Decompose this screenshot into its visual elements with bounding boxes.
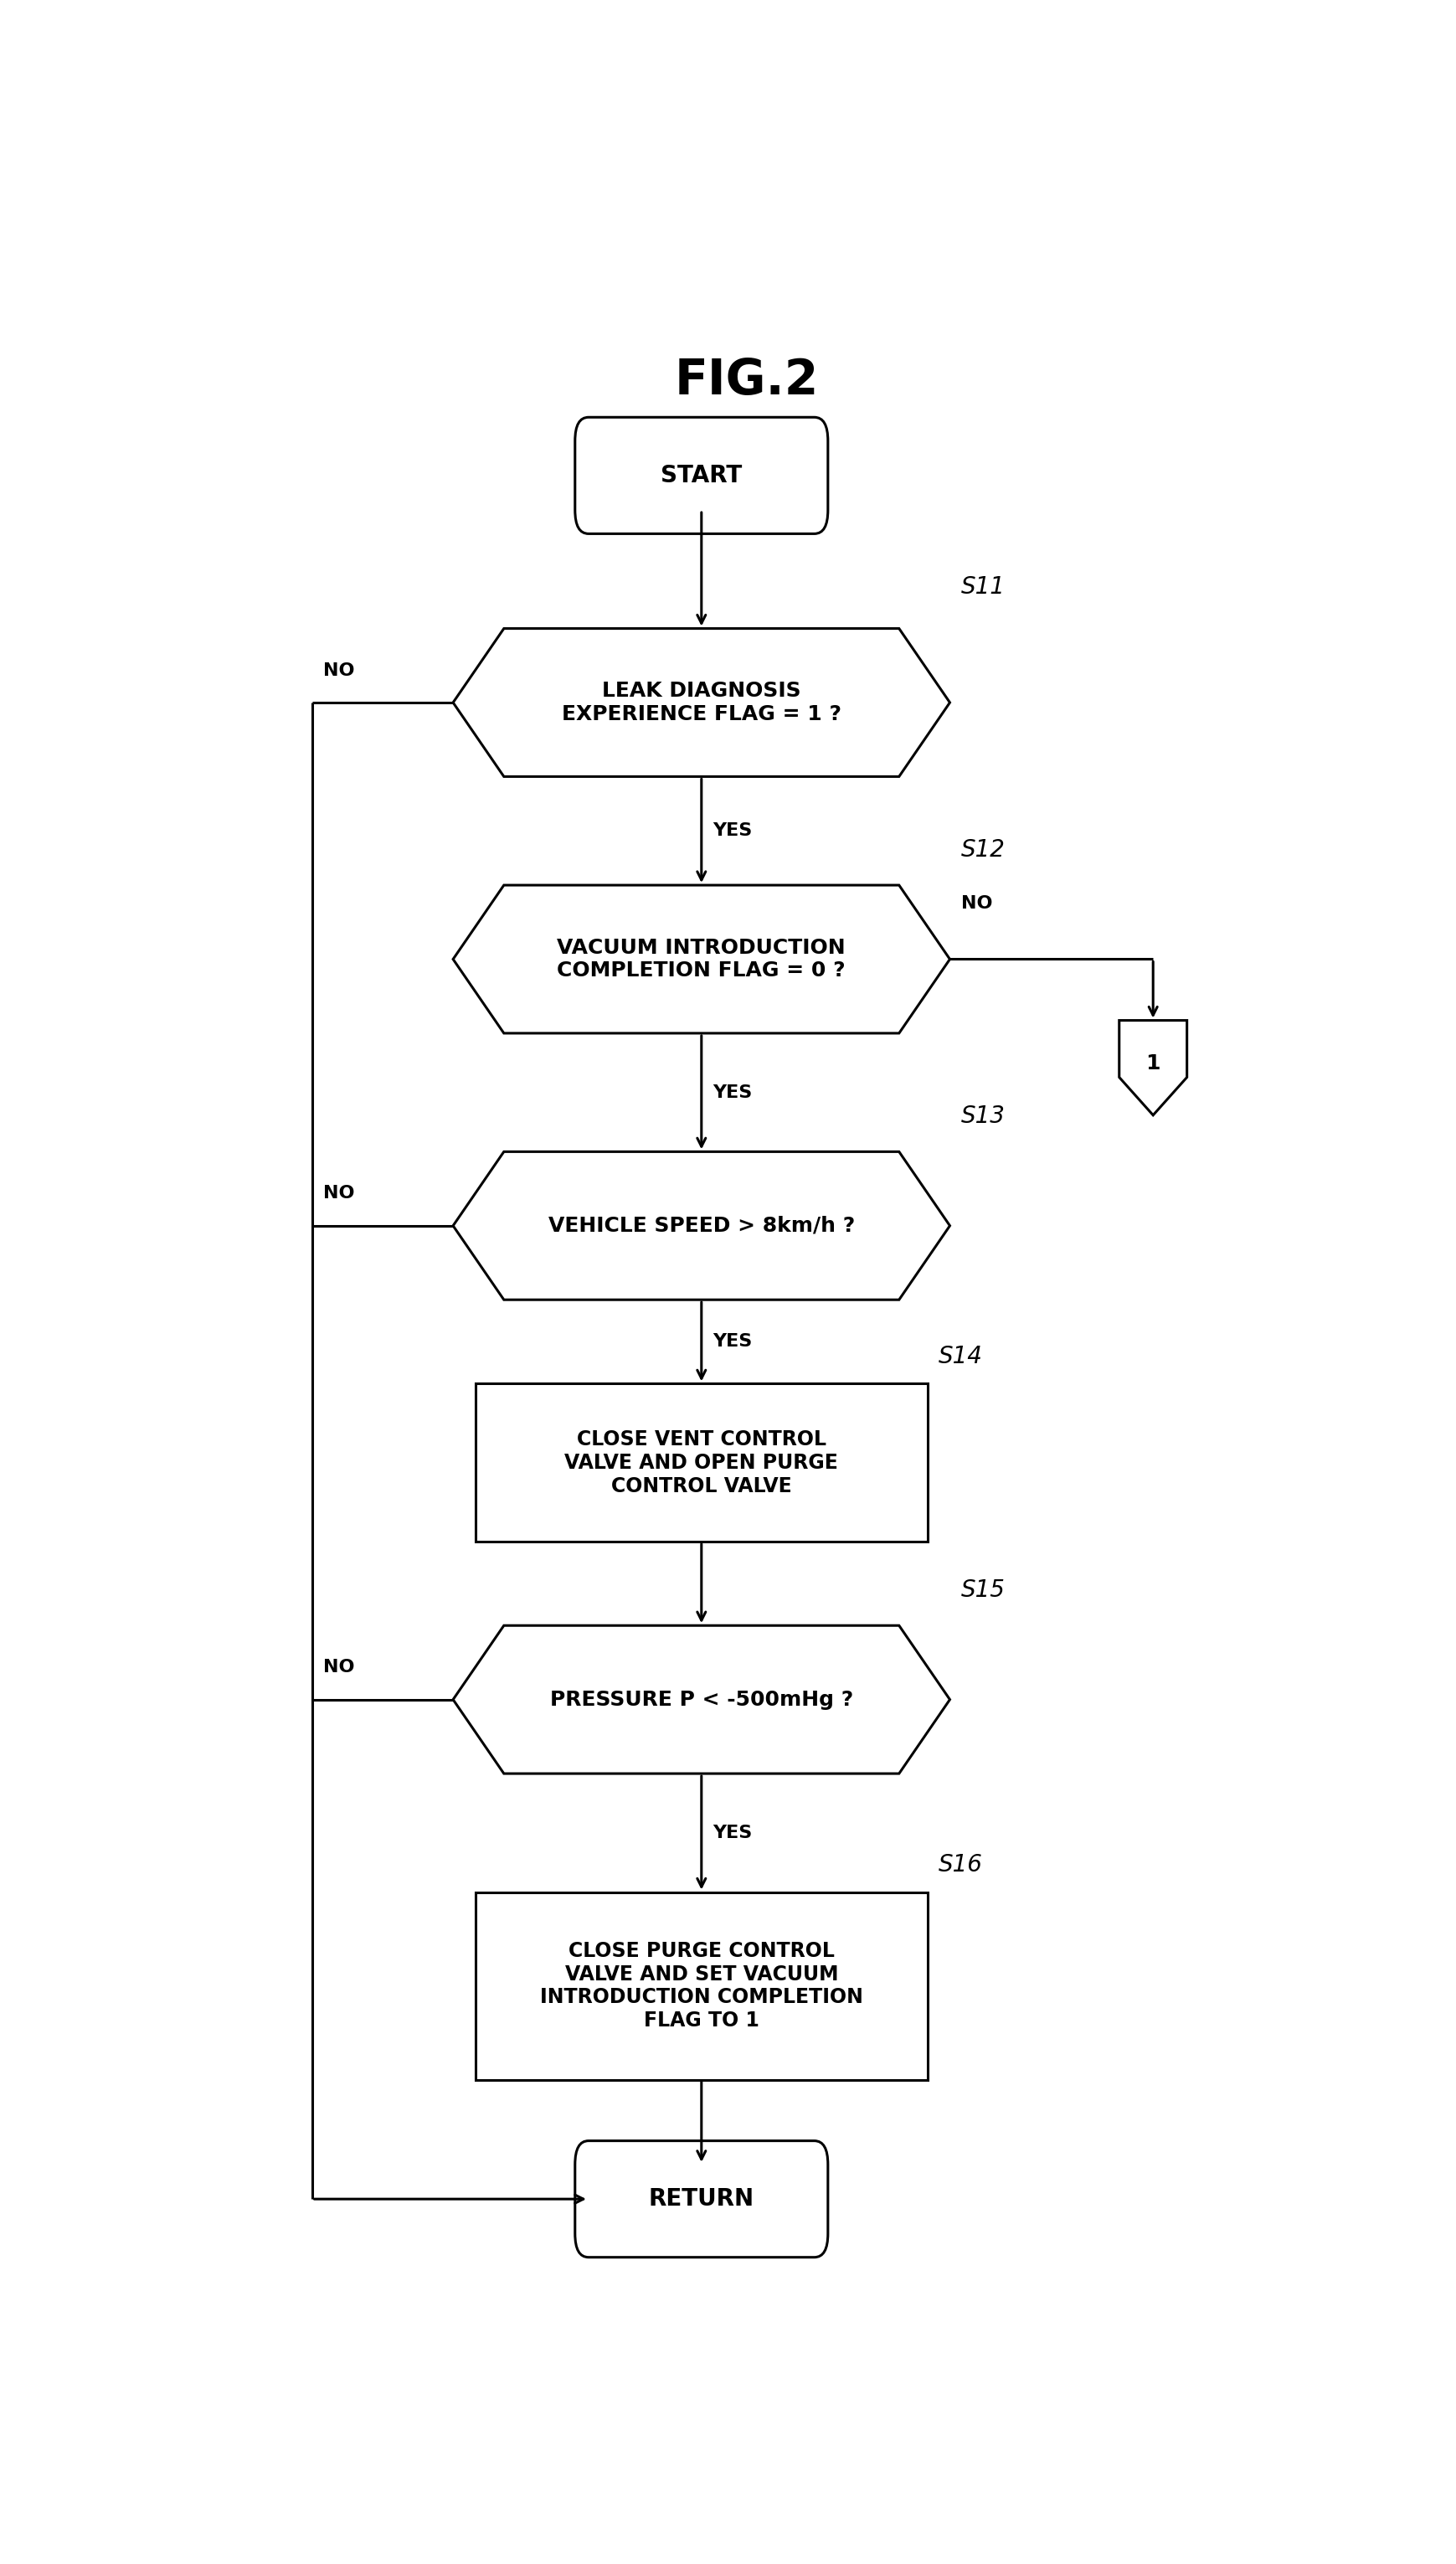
- Text: LEAK DIAGNOSIS
EXPERIENCE FLAG = 1 ?: LEAK DIAGNOSIS EXPERIENCE FLAG = 1 ?: [562, 682, 840, 723]
- Text: S14: S14: [938, 1344, 983, 1367]
- Text: CLOSE PURGE CONTROL
VALVE AND SET VACUUM
INTRODUCTION COMPLETION
FLAG TO 1: CLOSE PURGE CONTROL VALVE AND SET VACUUM…: [540, 1941, 862, 2031]
- Polygon shape: [453, 1626, 949, 1774]
- Bar: [475, 1385, 926, 1541]
- Text: S15: S15: [961, 1579, 1005, 1602]
- Text: VEHICLE SPEED > 8km/h ?: VEHICLE SPEED > 8km/h ?: [547, 1215, 855, 1236]
- Text: NO: NO: [323, 662, 354, 679]
- Text: CLOSE VENT CONTROL
VALVE AND OPEN PURGE
CONTROL VALVE: CLOSE VENT CONTROL VALVE AND OPEN PURGE …: [565, 1428, 837, 1495]
- Text: 1: 1: [1144, 1054, 1160, 1074]
- FancyBboxPatch shape: [575, 2141, 827, 2256]
- Text: PRESSURE P < -500mHg ?: PRESSURE P < -500mHg ?: [549, 1690, 853, 1710]
- Text: NO: NO: [961, 895, 992, 913]
- Text: YES: YES: [712, 823, 751, 838]
- Text: S16: S16: [938, 1854, 983, 1877]
- Bar: [475, 1892, 926, 2079]
- Text: YES: YES: [712, 1333, 751, 1351]
- Text: RETURN: RETURN: [648, 2187, 754, 2210]
- Text: FIG.2: FIG.2: [674, 356, 818, 405]
- Text: S13: S13: [961, 1105, 1005, 1128]
- Text: S12: S12: [961, 838, 1005, 862]
- Text: YES: YES: [712, 1826, 751, 1841]
- Text: START: START: [661, 464, 741, 487]
- Text: VACUUM INTRODUCTION
COMPLETION FLAG = 0 ?: VACUUM INTRODUCTION COMPLETION FLAG = 0 …: [556, 938, 846, 982]
- Text: S11: S11: [961, 574, 1005, 600]
- Text: NO: NO: [323, 1185, 354, 1203]
- Polygon shape: [453, 628, 949, 777]
- FancyBboxPatch shape: [575, 418, 827, 533]
- Polygon shape: [453, 1151, 949, 1300]
- Text: NO: NO: [323, 1659, 354, 1677]
- Polygon shape: [453, 885, 949, 1033]
- Polygon shape: [1118, 1020, 1187, 1115]
- Text: YES: YES: [712, 1085, 751, 1100]
